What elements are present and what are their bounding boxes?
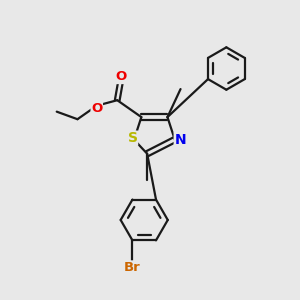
- Text: Br: Br: [124, 261, 141, 274]
- Text: O: O: [91, 102, 102, 115]
- Text: O: O: [116, 70, 127, 83]
- Text: S: S: [128, 131, 138, 145]
- Text: N: N: [174, 133, 186, 147]
